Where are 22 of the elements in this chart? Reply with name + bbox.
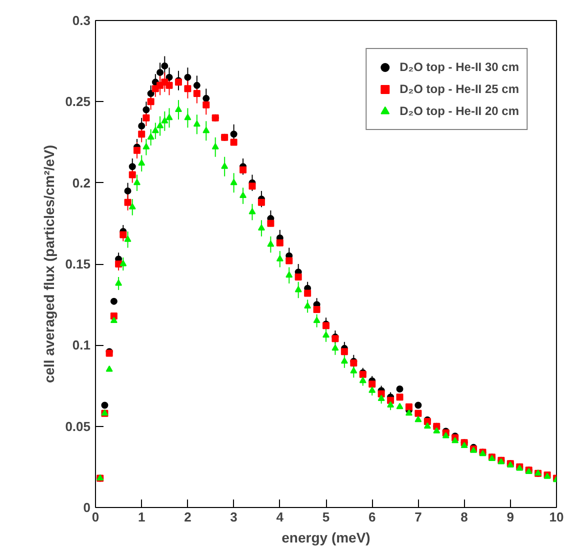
x-tick-label: 1 [138, 510, 146, 524]
y-axis-title: cell averaged flux (particles/cm²/eV) [41, 144, 58, 384]
y-tick-label: 0.1 [72, 338, 91, 353]
x-tick-label: 7 [414, 510, 422, 524]
x-tick-label: 5 [322, 510, 330, 524]
x-tick-label: 9 [506, 510, 514, 524]
y-tick-label: 0 [83, 500, 91, 515]
y-tick-label: 0.15 [65, 256, 91, 272]
x-tick-label: 10 [549, 510, 564, 524]
x-tick-label: 2 [184, 510, 192, 524]
legend-label: D₂O top - He-II 20 cm [400, 104, 519, 118]
x-tick-label: 3 [230, 510, 238, 524]
y-tick-label: 0.25 [65, 94, 91, 110]
x-tick-label: 4 [276, 510, 284, 524]
legend-label: D₂O top - He-II 25 cm [400, 82, 519, 96]
x-tick-label: 8 [460, 510, 468, 524]
y-tick-label: 0.05 [65, 418, 91, 434]
x-tick-label: 6 [368, 510, 376, 524]
legend-label: D₂O top - He-II 30 cm [400, 60, 519, 74]
x-axis-title: energy (meV) [282, 530, 370, 546]
y-tick-label: 0.2 [72, 175, 91, 190]
y-tick-label: 0.3 [72, 13, 91, 28]
